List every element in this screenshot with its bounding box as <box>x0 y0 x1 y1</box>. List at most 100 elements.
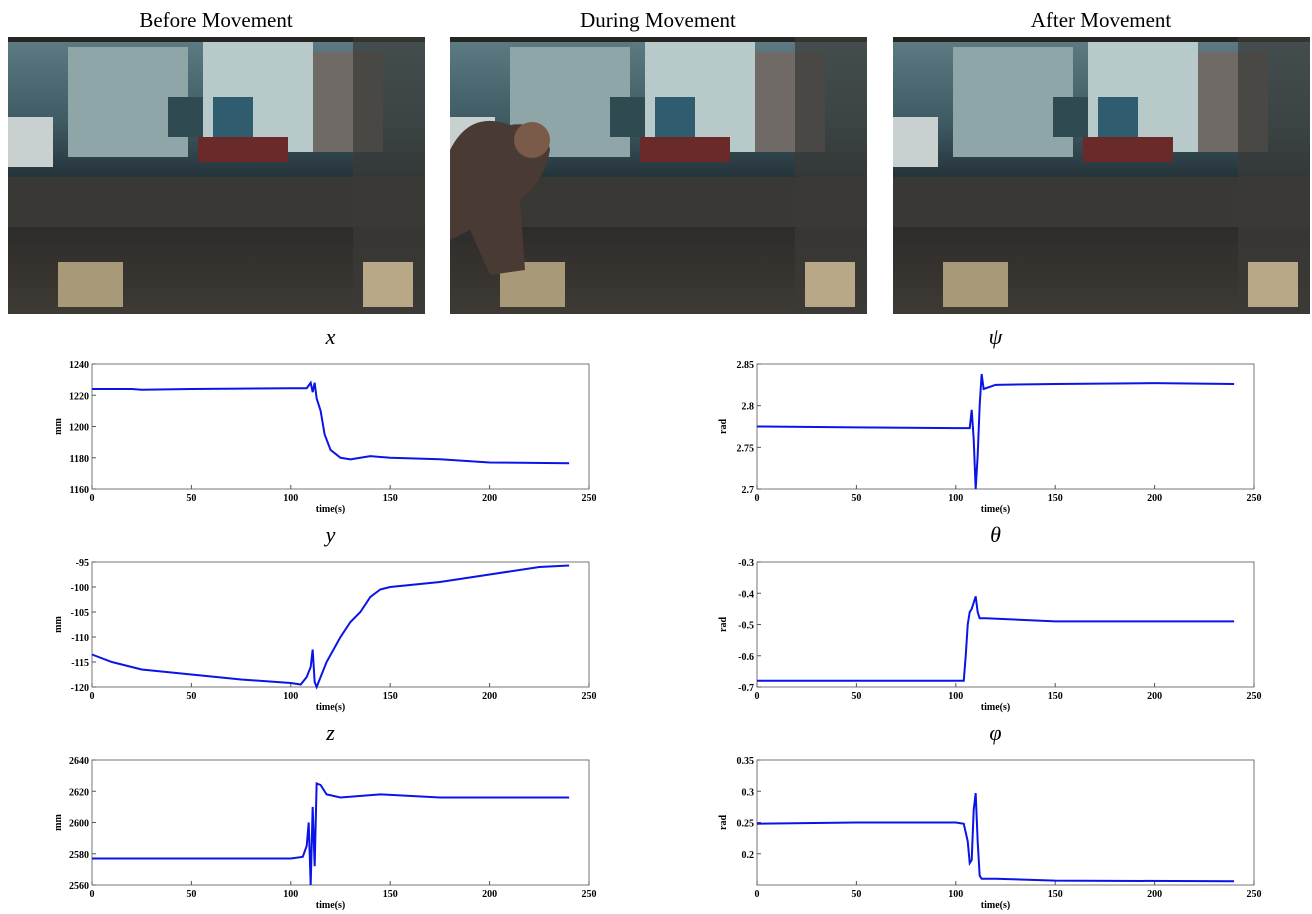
photo-title: During Movement <box>580 8 736 32</box>
y-tick-label: 2620 <box>69 787 89 798</box>
x-tick-label: 200 <box>1147 493 1162 504</box>
plot-frame <box>92 562 589 687</box>
data-line <box>757 596 1234 680</box>
x-tick-label: 50 <box>186 889 196 900</box>
data-line <box>92 783 569 885</box>
x-tick-label: 150 <box>383 493 398 504</box>
y-tick-label: 2.7 <box>742 485 755 496</box>
x-tick-label: 100 <box>948 691 963 702</box>
x-tick-label: 200 <box>482 889 497 900</box>
plot-frame <box>757 562 1254 687</box>
x-tick-label: 200 <box>482 691 497 702</box>
x-tick-label: 200 <box>482 493 497 504</box>
x-tick-label: 100 <box>283 493 298 504</box>
figure: Before Movement During Movement After Mo… <box>0 0 1312 914</box>
chart-title: θ <box>990 522 1001 547</box>
y-tick-label: 1240 <box>69 360 89 371</box>
y-axis-label: rad <box>718 815 729 830</box>
y-tick-label: -0.7 <box>738 683 754 694</box>
y-tick-label: 2.8 <box>742 402 755 413</box>
y-tick-label: 0.3 <box>742 787 755 798</box>
x-tick-label: 50 <box>851 493 861 504</box>
y-tick-label: 1200 <box>69 423 89 434</box>
x-axis-label: time(s) <box>981 504 1010 515</box>
x-tick-label: 100 <box>283 691 298 702</box>
chart-title: y <box>324 522 336 547</box>
x-tick-label: 0 <box>90 493 95 504</box>
data-line <box>757 793 1234 881</box>
chart: x05010015020025011601180120012201240time… <box>53 324 597 515</box>
x-tick-label: 250 <box>1247 691 1262 702</box>
photo-before: Before Movement <box>8 8 425 314</box>
plot-frame <box>92 364 589 489</box>
x-tick-label: 50 <box>186 493 196 504</box>
x-tick-label: 0 <box>755 691 760 702</box>
x-tick-label: 250 <box>1247 889 1262 900</box>
y-tick-label: -95 <box>76 558 89 569</box>
x-tick-label: 150 <box>1048 889 1063 900</box>
y-tick-label: -120 <box>71 683 89 694</box>
x-tick-label: 0 <box>90 889 95 900</box>
photo-title: After Movement <box>1031 8 1172 32</box>
chart: φ0501001502002500.20.250.30.35time(s)rad <box>718 720 1262 911</box>
x-axis-label: time(s) <box>316 702 345 713</box>
y-axis-label: mm <box>53 616 64 633</box>
y-tick-label: 2640 <box>69 756 89 767</box>
y-tick-label: -105 <box>71 608 89 619</box>
x-tick-label: 200 <box>1147 691 1162 702</box>
x-tick-label: 50 <box>186 691 196 702</box>
x-tick-label: 250 <box>582 493 597 504</box>
y-tick-label: 0.35 <box>737 756 755 767</box>
x-tick-label: 150 <box>1048 691 1063 702</box>
y-tick-label: 2560 <box>69 881 89 892</box>
x-tick-label: 250 <box>1247 493 1262 504</box>
x-tick-label: 0 <box>90 691 95 702</box>
person-head <box>514 122 550 158</box>
photo-after: After Movement <box>893 8 1310 314</box>
x-tick-label: 50 <box>851 889 861 900</box>
x-tick-label: 250 <box>582 691 597 702</box>
x-tick-label: 150 <box>383 889 398 900</box>
y-tick-label: -0.6 <box>738 652 754 663</box>
y-tick-label: -100 <box>71 583 89 594</box>
y-tick-label: 2.85 <box>737 360 755 371</box>
chart-title: ψ <box>989 324 1003 349</box>
data-line <box>92 383 569 463</box>
photo-title: Before Movement <box>139 8 293 32</box>
x-axis-label: time(s) <box>316 900 345 911</box>
chart-title: z <box>325 720 335 745</box>
x-axis-label: time(s) <box>316 504 345 515</box>
y-tick-label: -0.3 <box>738 558 754 569</box>
chart: z 0 50 100 150 200 250 2560 2580 2600 2620 2640 time… <box>53 720 597 911</box>
y-tick-label: 1160 <box>70 485 89 496</box>
y-tick-label: 2600 <box>69 819 89 830</box>
x-tick-label: 100 <box>948 493 963 504</box>
data-line <box>92 566 569 688</box>
x-tick-label: 0 <box>755 889 760 900</box>
x-tick-label: 100 <box>948 889 963 900</box>
x-tick-label: 250 <box>582 889 597 900</box>
y-tick-label: 0.2 <box>742 850 755 861</box>
x-tick-label: 0 <box>755 493 760 504</box>
x-tick-label: 200 <box>1147 889 1162 900</box>
y-tick-label: 1220 <box>69 391 89 402</box>
y-tick-label: 0.25 <box>737 819 755 830</box>
x-tick-label: 100 <box>283 889 298 900</box>
photo-during: During Movement <box>450 8 867 314</box>
y-tick-label: -115 <box>71 658 89 669</box>
y-axis-label: rad <box>718 617 729 632</box>
y-axis-label: mm <box>53 418 64 435</box>
x-axis-label: time(s) <box>981 702 1010 713</box>
plot-frame <box>92 760 589 885</box>
x-tick-label: 150 <box>383 691 398 702</box>
y-tick-label: -0.4 <box>738 589 754 600</box>
y-tick-label: 2580 <box>69 850 89 861</box>
x-axis-label: time(s) <box>981 900 1010 911</box>
y-tick-label: 1180 <box>70 454 89 465</box>
y-axis-label: rad <box>718 419 729 434</box>
y-axis-label: mm <box>53 814 64 831</box>
y-tick-label: -0.5 <box>738 621 754 632</box>
